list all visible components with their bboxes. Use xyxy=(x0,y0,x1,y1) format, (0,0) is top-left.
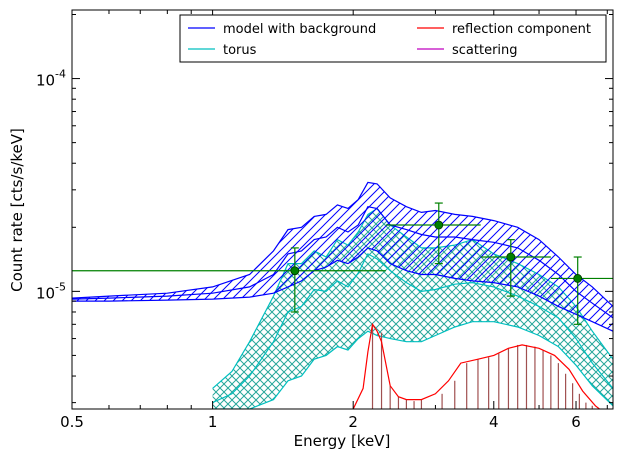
legend-label-model: model with background xyxy=(223,22,376,37)
data-point xyxy=(290,266,300,276)
legend: model with background reflection compone… xyxy=(179,14,607,63)
data-point-group xyxy=(480,239,551,297)
plot-area xyxy=(72,181,613,409)
reflection-line xyxy=(352,322,601,409)
legend-label-torus: torus xyxy=(223,43,257,58)
data-point xyxy=(573,274,583,283)
x-tick-label: 6 xyxy=(571,413,581,431)
legend-label-reflection: reflection component xyxy=(452,22,591,37)
torus-line-median xyxy=(212,253,613,404)
data-point xyxy=(434,220,444,230)
y-tick-label: 10-4 xyxy=(36,68,66,90)
y-tick-label: 10-5 xyxy=(36,280,66,302)
x-axis-label: Energy [keV] xyxy=(294,432,391,450)
torus-line-lower xyxy=(212,321,613,409)
data-point-group xyxy=(385,202,481,265)
x-axis: 0.5 1 2 4 6 xyxy=(60,10,608,431)
model-line-lower xyxy=(72,247,613,332)
plot-frame xyxy=(71,9,614,410)
data-point xyxy=(506,252,516,262)
legend-label-scattering: scattering xyxy=(452,43,518,58)
x-tick-label: 2 xyxy=(348,413,358,431)
x-tick-label: 0.5 xyxy=(60,413,84,431)
y-axis-label: Count rate [cts/s/keV] xyxy=(8,128,26,292)
x-tick-label: 1 xyxy=(208,413,218,431)
data-point-group xyxy=(550,256,613,325)
model-line-median xyxy=(72,206,613,319)
y-axis: 10-5 10-4 xyxy=(36,14,613,404)
legend-frame xyxy=(179,14,607,63)
x-tick-label: 4 xyxy=(489,413,499,431)
model-line-upper xyxy=(72,181,613,307)
data-point-group xyxy=(72,247,386,313)
